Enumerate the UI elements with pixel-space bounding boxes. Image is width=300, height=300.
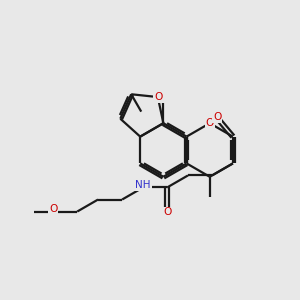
Text: O: O	[213, 112, 222, 122]
Text: O: O	[49, 204, 57, 214]
Text: NH: NH	[135, 180, 151, 190]
Text: O: O	[163, 207, 171, 218]
Text: O: O	[154, 92, 163, 102]
Text: O: O	[206, 118, 214, 128]
